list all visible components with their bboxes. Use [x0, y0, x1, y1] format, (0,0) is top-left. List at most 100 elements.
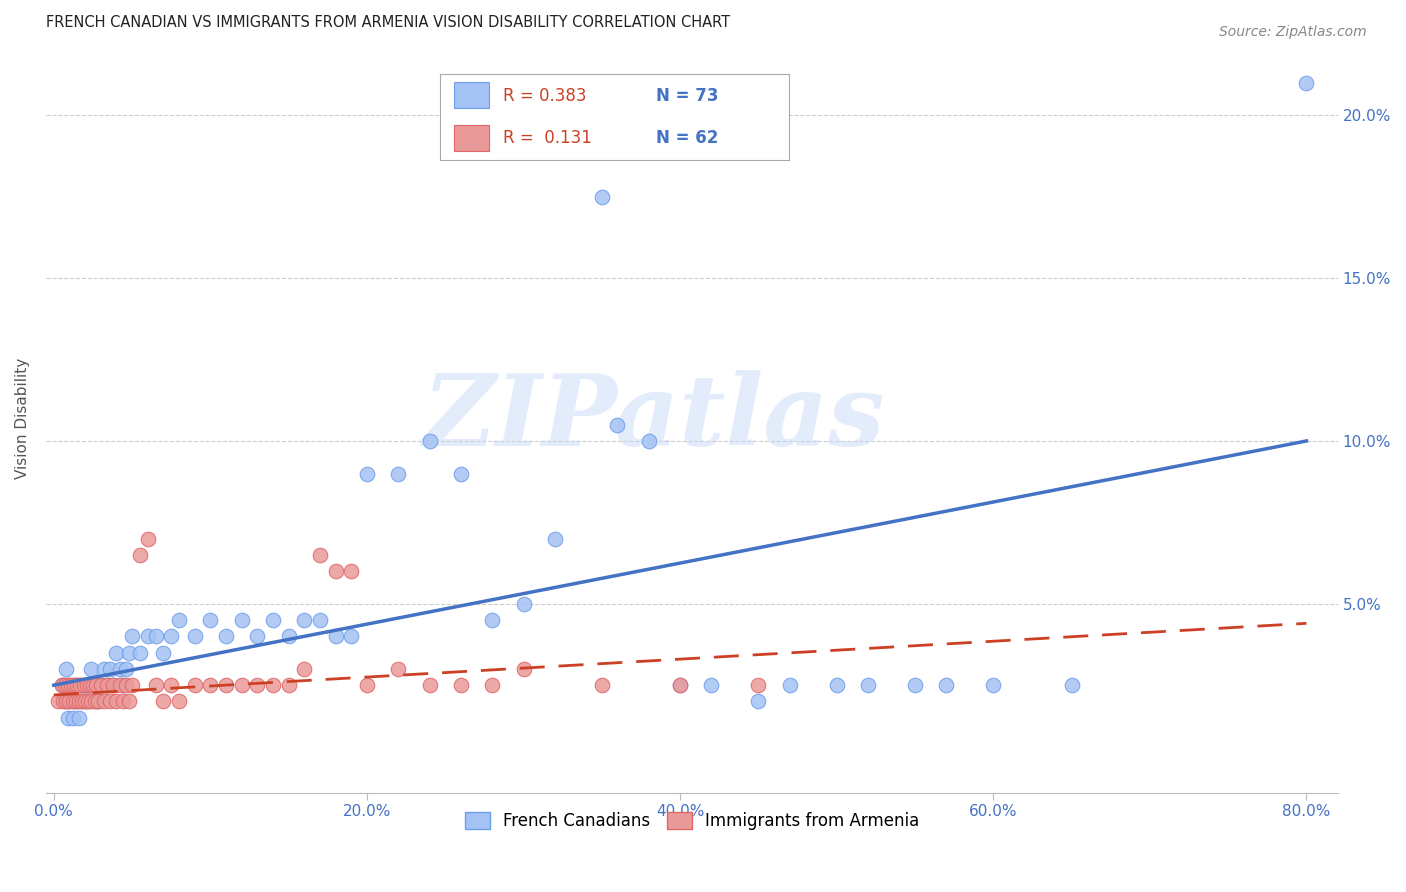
Point	[58, 694, 80, 708]
Point	[75, 694, 97, 708]
Point	[70, 694, 93, 708]
Point	[246, 629, 269, 643]
Point	[65, 678, 87, 692]
Point	[83, 694, 105, 708]
Point	[114, 678, 136, 692]
Point	[669, 678, 692, 692]
Point	[309, 548, 332, 562]
Point	[89, 678, 111, 692]
Point	[669, 678, 692, 692]
Point	[512, 597, 534, 611]
Point	[80, 662, 103, 676]
Point	[83, 694, 105, 708]
Point	[606, 417, 628, 432]
Point	[79, 678, 101, 692]
Point	[145, 629, 167, 643]
Point	[904, 678, 927, 692]
Point	[292, 662, 315, 676]
Legend: French Canadians, Immigrants from Armenia: French Canadians, Immigrants from Armeni…	[458, 805, 927, 837]
Point	[591, 678, 613, 692]
Point	[55, 662, 77, 676]
Point	[262, 613, 284, 627]
Point	[200, 613, 222, 627]
Point	[67, 694, 90, 708]
Point	[856, 678, 879, 692]
Point	[114, 662, 136, 676]
Point	[450, 678, 472, 692]
Point	[200, 678, 222, 692]
Point	[215, 678, 238, 692]
Point	[387, 467, 409, 481]
Point	[481, 678, 503, 692]
Point	[747, 678, 769, 692]
Point	[51, 678, 73, 692]
Point	[152, 694, 174, 708]
Point	[93, 662, 115, 676]
Text: Source: ZipAtlas.com: Source: ZipAtlas.com	[1219, 25, 1367, 39]
Point	[129, 548, 152, 562]
Point	[935, 678, 957, 692]
Point	[183, 629, 205, 643]
Point	[160, 678, 183, 692]
Point	[105, 694, 128, 708]
Point	[183, 678, 205, 692]
Point	[167, 694, 190, 708]
Point	[215, 629, 238, 643]
Point	[60, 678, 83, 692]
Point	[62, 711, 84, 725]
Point	[1060, 678, 1083, 692]
Point	[75, 694, 97, 708]
Point	[77, 694, 100, 708]
Point	[84, 678, 107, 692]
Point	[55, 694, 77, 708]
Point	[93, 694, 115, 708]
Point	[84, 678, 107, 692]
Point	[356, 467, 378, 481]
Point	[111, 678, 134, 692]
Point	[325, 629, 347, 643]
Point	[58, 678, 80, 692]
Point	[231, 613, 253, 627]
Point	[262, 678, 284, 692]
Point	[356, 678, 378, 692]
Point	[152, 646, 174, 660]
Point	[67, 711, 90, 725]
Point	[700, 678, 723, 692]
Point	[118, 646, 141, 660]
Point	[246, 678, 269, 692]
Point	[52, 694, 75, 708]
Point	[63, 694, 86, 708]
Point	[747, 694, 769, 708]
Point	[1295, 76, 1317, 90]
Point	[591, 190, 613, 204]
Point	[98, 694, 121, 708]
Point	[105, 646, 128, 660]
Point	[825, 678, 848, 692]
Point	[419, 678, 441, 692]
Point	[121, 678, 143, 692]
Point	[56, 678, 79, 692]
Point	[450, 467, 472, 481]
Point	[90, 678, 112, 692]
Y-axis label: Vision Disability: Vision Disability	[15, 358, 30, 479]
Point	[325, 564, 347, 578]
Point	[145, 678, 167, 692]
Point	[69, 678, 91, 692]
Point	[277, 678, 299, 692]
Point	[69, 678, 91, 692]
Point	[637, 434, 659, 448]
Point	[66, 678, 89, 692]
Point	[136, 629, 159, 643]
Point	[66, 694, 89, 708]
Point	[51, 678, 73, 692]
Point	[481, 613, 503, 627]
Point	[129, 646, 152, 660]
Point	[77, 694, 100, 708]
Point	[98, 662, 121, 676]
Point	[103, 678, 125, 692]
Text: FRENCH CANADIAN VS IMMIGRANTS FROM ARMENIA VISION DISABILITY CORRELATION CHART: FRENCH CANADIAN VS IMMIGRANTS FROM ARMEN…	[46, 15, 730, 30]
Point	[65, 694, 87, 708]
Point	[82, 678, 104, 692]
Point	[76, 678, 98, 692]
Point	[340, 564, 363, 578]
